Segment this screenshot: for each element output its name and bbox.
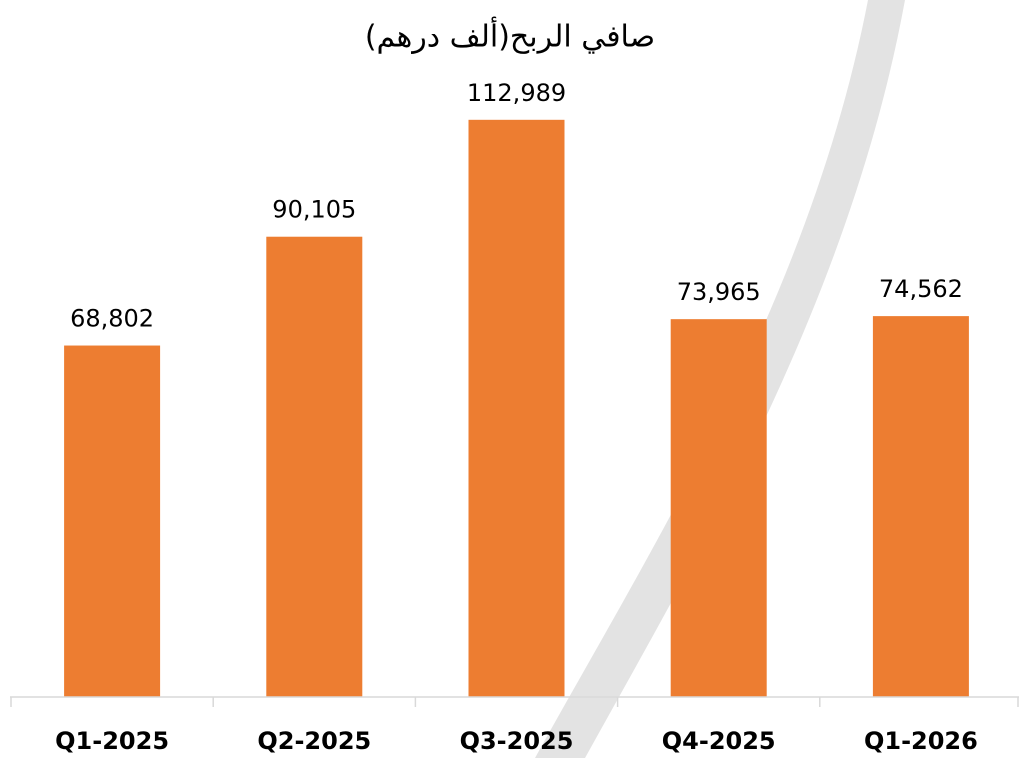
data-label: 74,562 xyxy=(879,275,963,303)
x-tick-label: Q1-2026 xyxy=(864,727,978,755)
data-label: 90,105 xyxy=(272,196,356,224)
x-tick-label: Q1-2025 xyxy=(55,727,169,755)
bar xyxy=(872,316,969,697)
bar xyxy=(670,319,767,697)
background-swoosh xyxy=(535,0,905,758)
data-label: 73,965 xyxy=(677,278,761,306)
bar xyxy=(64,345,161,697)
x-tick-label: Q4-2025 xyxy=(662,727,776,755)
bar xyxy=(266,236,363,697)
chart-title: صافي الربح(ألف درهم) xyxy=(365,16,655,55)
data-label: 68,802 xyxy=(70,305,154,333)
data-label: 112,989 xyxy=(467,79,566,107)
x-tick-label: Q2-2025 xyxy=(257,727,371,755)
bar xyxy=(468,119,565,698)
x-tick-label: Q3-2025 xyxy=(460,727,574,755)
